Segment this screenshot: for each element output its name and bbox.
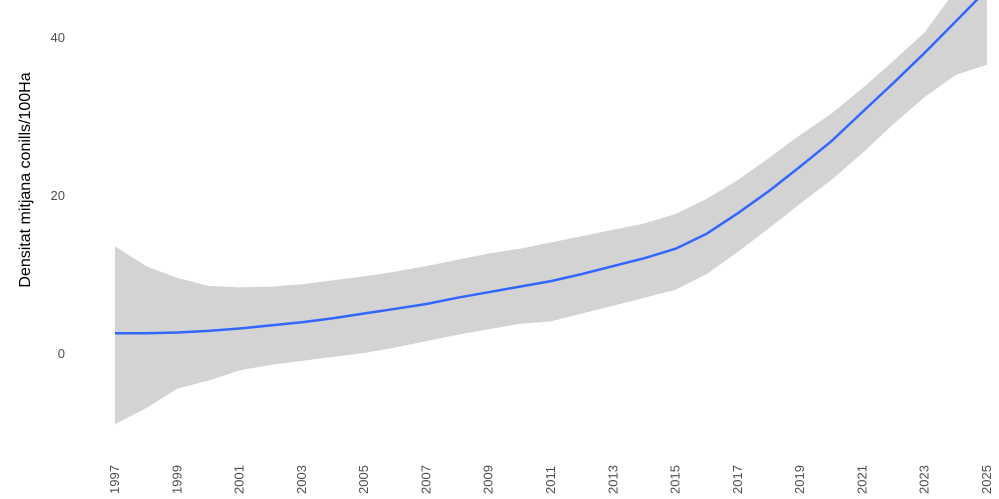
y-tick-label: 40 — [51, 30, 65, 45]
confidence-band-layer — [115, 0, 987, 425]
x-tick-label: 2017 — [730, 465, 745, 494]
x-tick-label: 2001 — [232, 465, 247, 494]
x-tick-label: 2025 — [979, 465, 994, 494]
x-tick-label: 2023 — [917, 465, 932, 494]
x-tick-label: 1999 — [169, 465, 184, 494]
x-tick-label: 2009 — [481, 465, 496, 494]
x-tick-label: 2015 — [668, 465, 683, 494]
y-tick-label: 0 — [58, 346, 65, 361]
y-axis-title: Densitat mitjana conills/100Ha — [17, 72, 34, 287]
x-tick-label: 1997 — [107, 465, 122, 494]
y-tick-label: 20 — [51, 188, 65, 203]
y-tick-labels: 0 20 40 — [51, 30, 65, 361]
x-tick-label: 2003 — [294, 465, 309, 494]
x-tick-label: 2019 — [792, 465, 807, 494]
x-tick-labels: 1997 1999 2001 2003 2005 2007 2009 2011 2013 2015… — [107, 465, 994, 494]
x-tick-label: 2011 — [543, 466, 558, 494]
x-tick-label: 2021 — [854, 465, 869, 494]
x-tick-label: 2005 — [356, 465, 371, 494]
confidence-band — [115, 0, 987, 425]
x-tick-label: 2013 — [605, 465, 620, 494]
trend-line-layer — [115, 0, 979, 335]
x-tick-label: 2007 — [418, 465, 433, 494]
trend-line — [115, 0, 979, 335]
